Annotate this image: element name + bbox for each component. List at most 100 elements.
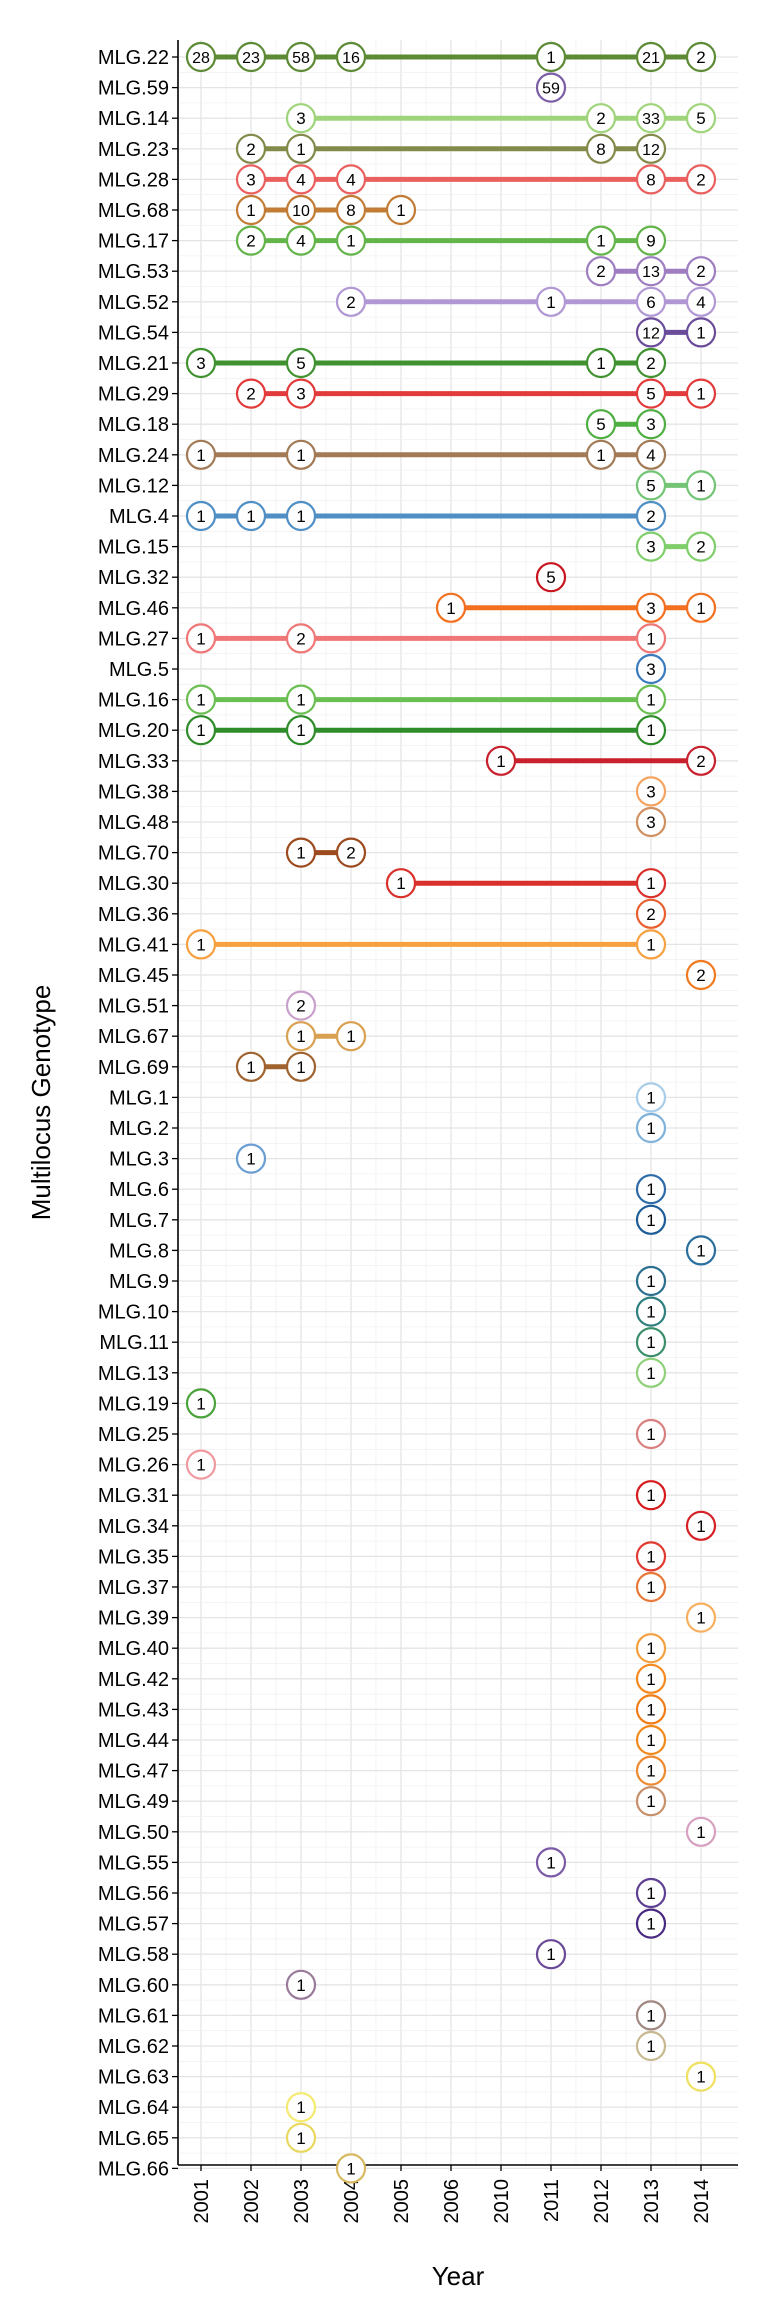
data-point [635,1694,667,1725]
data-label: 21 [642,50,660,67]
data-label: 1 [196,721,205,740]
data-point [535,1847,567,1878]
data-label: 1 [646,2006,655,2025]
data-label: 12 [642,325,660,342]
y-tick-label: MLG.16 [98,690,169,712]
data-label: 1 [696,385,705,404]
data-point [535,1939,567,1970]
data-label: 2 [296,997,305,1016]
y-tick-label: MLG.35 [98,1546,169,1568]
series-mlg-17: 2 4 1 1 9 [235,225,667,256]
data-label: 1 [296,1058,305,1077]
y-tick-label: MLG.3 [109,1149,169,1171]
series-mlg-65: 1 [285,2122,317,2153]
x-tick-label: 2002 [241,2179,263,2224]
data-point [685,103,717,134]
data-point [235,133,267,164]
series-mlg-28: 3 4 4 8 2 [235,164,717,195]
data-label: 2 [646,507,655,526]
data-point [635,1786,667,1817]
data-label: 1 [496,752,505,771]
data-label: 1 [246,507,255,526]
y-tick-label: MLG.47 [98,1761,169,1783]
data-point [185,41,217,73]
data-label: 2 [346,844,355,863]
y-tick-label: MLG.22 [98,47,169,69]
data-point [385,868,417,899]
data-point [685,317,717,348]
y-tick-label: MLG.12 [98,475,169,497]
data-point [685,2061,717,2092]
data-label: 1 [646,629,655,648]
data-label: 2 [596,262,605,281]
data-label: 5 [296,354,305,373]
data-point [685,1235,717,1266]
data-label: 23 [242,50,260,67]
series-mlg-50: 1 [685,1816,717,1847]
data-point [285,715,317,746]
data-point [335,41,367,73]
data-point [635,164,667,195]
data-point [535,41,567,73]
data-label: 1 [546,48,555,67]
data-label: 1 [396,201,405,220]
data-label: 2 [296,629,305,648]
data-label: 3 [646,538,655,557]
series-mlg-37: 1 [635,1571,667,1603]
y-tick-label: MLG.41 [98,934,169,956]
y-tick-label: MLG.20 [98,720,169,742]
data-label: 33 [642,111,660,128]
series-mlg-46: 1 3 1 [435,592,717,623]
y-tick-label: MLG.25 [98,1424,169,1446]
y-tick-label: MLG.39 [98,1608,169,1630]
x-tick-label: 2012 [591,2179,613,2224]
data-label: 1 [196,1394,205,1413]
x-tick-label: 2013 [641,2179,663,2224]
data-point [685,531,717,562]
y-tick-label: MLG.65 [98,2128,169,2150]
y-tick-label: MLG.50 [98,1822,169,1844]
data-label: 1 [646,1211,655,1230]
data-point [685,286,717,317]
y-axis-title: Multilocus Genotype [26,985,56,1221]
y-tick-label: MLG.28 [98,169,169,191]
data-label: 1 [546,1853,555,1872]
data-point [285,103,317,134]
series-mlg-56: 1 [635,1877,667,1909]
data-point [635,225,667,256]
x-tick-label: 2006 [441,2179,463,2224]
series-mlg-7: 1 [635,1204,667,1235]
data-label: 1 [646,1180,655,1199]
data-point [635,1327,667,1358]
data-label: 1 [246,1058,255,1077]
series-mlg-13: 1 [635,1357,667,1388]
data-point [685,41,717,73]
data-point [235,225,267,256]
data-point [635,1265,667,1297]
series-mlg-62: 1 [635,2030,667,2062]
data-point [685,164,717,195]
data-point [635,1633,667,1664]
data-point [635,806,667,838]
data-point [585,133,617,164]
y-tick-label: MLG.59 [98,78,169,100]
data-point [185,347,217,379]
series-mlg-24: 1 1 1 4 [185,439,667,470]
data-point [285,684,317,715]
series-mlg-53: 2 13 2 [585,256,717,287]
data-label: 1 [346,1027,355,1046]
data-label: 1 [546,1945,555,1964]
data-point [335,2153,367,2184]
data-label: 10 [292,203,310,220]
data-label: 2 [696,966,705,985]
data-point [635,1296,667,1327]
y-tick-label: MLG.10 [98,1302,169,1324]
data-point [535,72,567,103]
data-point [585,103,617,134]
data-label: 1 [646,1119,655,1138]
series-mlg-45: 2 [685,959,717,991]
data-label: 4 [696,293,705,312]
